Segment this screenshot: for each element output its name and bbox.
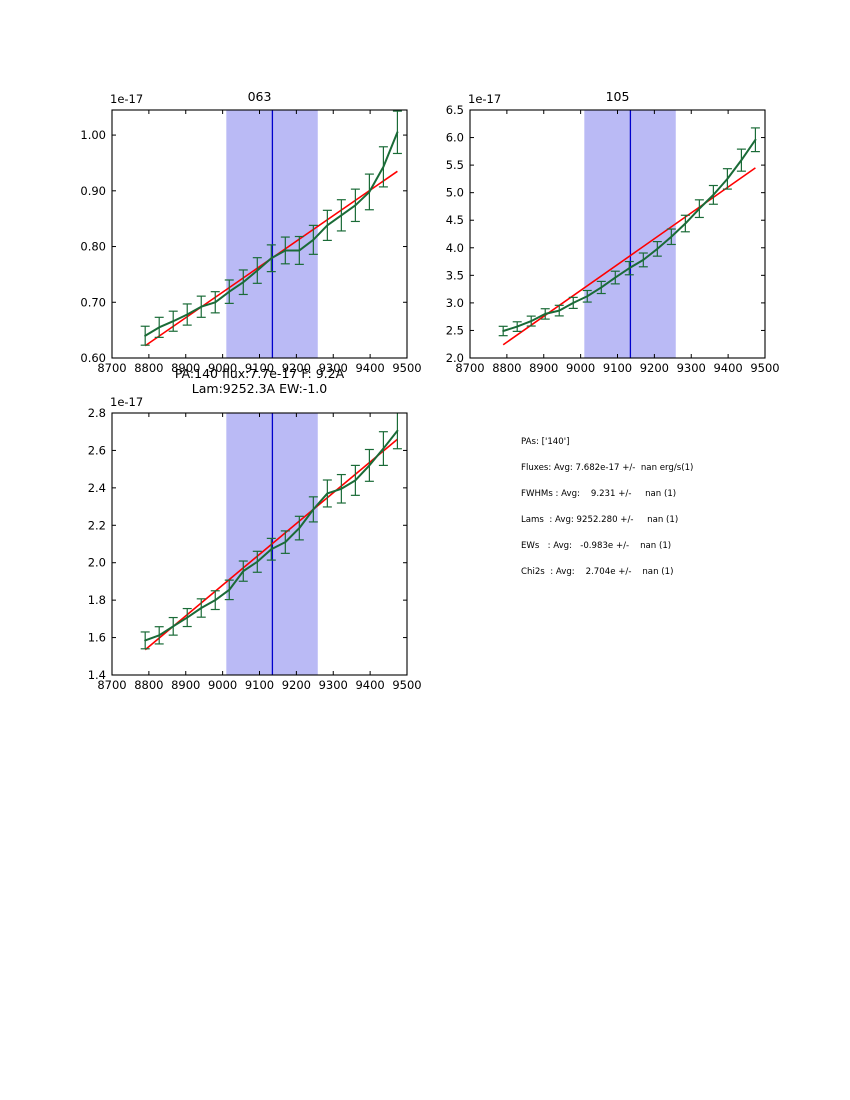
panel-title: 105 [606, 89, 630, 104]
y-tick-label: 1.4 [88, 668, 106, 682]
x-tick-label: 9200 [282, 361, 311, 375]
x-tick-label: 8700 [455, 361, 484, 375]
spectrum-line [144, 131, 399, 337]
figure-supertitle: PA:140 flux:7.7e-17 F: 9.2A Lam:9252.3A E… [112, 366, 407, 396]
y-tick-label: 5.0 [446, 186, 464, 200]
y-tick-label: 3.0 [446, 296, 464, 310]
stats-line-fluxes: Fluxes: Avg: 7.682e-17 +/- nan erg/s(1) [521, 463, 694, 473]
x-tick-label: 8800 [492, 361, 521, 375]
x-tick-label: 9100 [245, 361, 274, 375]
x-tick-label: 9100 [245, 678, 274, 692]
y-tick-label: 2.0 [88, 556, 106, 570]
axis-offset-exponent: 1e-17 [468, 92, 501, 106]
y-tick-label: 2.2 [88, 518, 106, 532]
supertitle-line-1: PA:140 flux:7.7e-17 F: 9.2A [174, 366, 345, 381]
x-axis: 8700 8800 8900 9000 9100 9200 9300 9400 9500 [97, 413, 421, 692]
stats-line-pas: PAs: ['140'] [521, 437, 570, 447]
chart-svg-panel-063: 8700 8800 8900 9000 9100 9200 9300 9400 95000.60… [80, 89, 421, 375]
y-tick-label: 4.0 [446, 241, 464, 255]
y-tick-label: 0.60 [80, 351, 106, 365]
plot-panel-063: 8700 8800 8900 9000 9100 9200 9300 9400 9500 0.60… [66, 76, 421, 384]
y-axis: 2.0 2.5 3.0 3.5 4.0 4.5 5.0 5.5 6.0 6.5 [446, 103, 765, 365]
y-tick-label: 0.90 [80, 184, 106, 198]
y-tick-label: 1.6 [88, 631, 106, 645]
x-tick-label: 8800 [134, 361, 163, 375]
x-tick-label: 9000 [208, 678, 237, 692]
y-tick-label: 1.8 [88, 593, 106, 607]
x-tick-label: 9400 [355, 678, 384, 692]
x-tick-label: 9400 [355, 361, 384, 375]
errorbar-group [140, 413, 402, 650]
y-tick-label: 5.5 [446, 158, 464, 172]
y-tick-label: 6.0 [446, 131, 464, 145]
x-tick-label: 9000 [566, 361, 595, 375]
y-tick-label: 4.5 [446, 213, 464, 227]
x-tick-label: 8700 [97, 361, 126, 375]
chart-svg-panel-sum: 8700 8800 8900 9000 9100 9200 9300 9400 95001.41… [88, 395, 421, 692]
y-tick-label: 2.5 [446, 323, 464, 337]
x-tick-label: 9000 [208, 361, 237, 375]
y-tick-label: 6.5 [446, 103, 464, 117]
x-tick-label: 8900 [529, 361, 558, 375]
x-axis: 8700 8800 8900 9000 9100 9200 9300 9400 9500 [97, 110, 421, 375]
x-tick-label: 8700 [97, 678, 126, 692]
y-axis: 0.60 0.70 0.80 0.90 1.00 [80, 128, 407, 365]
stats-line-ews: EWs : Avg: -0.983e +/- nan (1) [521, 541, 672, 551]
x-tick-label: 9200 [640, 361, 669, 375]
y-tick-label: 2.6 [88, 443, 106, 457]
x-tick-label: 8800 [134, 678, 163, 692]
x-tick-label: 9100 [603, 361, 632, 375]
x-tick-label: 9400 [713, 361, 742, 375]
x-axis: 8700 8800 8900 9000 9100 9200 9300 9400 9500 [455, 110, 779, 375]
chart-svg-panel-105: 8700 8800 8900 9000 9100 9200 9300 9400 95002.02… [446, 89, 779, 375]
y-tick-label: 0.80 [80, 240, 106, 254]
axis-offset-exponent: 1e-17 [110, 395, 143, 409]
stats-line-chi2s: Chi2s : Avg: 2.704e +/- nan (1) [521, 567, 674, 577]
y-tick-label: 2.8 [88, 406, 106, 420]
y-tick-label: 1.00 [80, 128, 106, 142]
stats-line-fwhms: FWHMs : Avg: 9.231 +/- nan (1) [521, 489, 677, 499]
y-tick-label: 3.5 [446, 268, 464, 282]
axis-offset-exponent: 1e-17 [110, 92, 143, 106]
x-tick-label: 9500 [392, 361, 421, 375]
x-tick-label: 9300 [677, 361, 706, 375]
x-tick-label: 9500 [392, 678, 421, 692]
x-tick-label: 9500 [750, 361, 779, 375]
x-tick-label: 9200 [282, 678, 311, 692]
spectrum-line [502, 138, 757, 332]
y-tick-label: 2.4 [88, 481, 106, 495]
x-tick-label: 9300 [319, 361, 348, 375]
x-tick-label: 8900 [171, 361, 200, 375]
plot-panel-105: 8700 8800 8900 9000 9100 9200 9300 9400 9500 2.0 2… [424, 76, 779, 384]
x-tick-label: 9300 [319, 678, 348, 692]
y-axis: 1.4 1.6 1.8 2.0 2.2 2.4 2.6 2.8 [88, 406, 407, 682]
spectrum-line [144, 429, 399, 642]
supertitle-line-2: Lam:9252.3A EW:-1.0 [191, 381, 328, 396]
x-tick-label: 8900 [171, 678, 200, 692]
stats-line-lams: Lams : Avg: 9252.280 +/- nan (1) [521, 515, 679, 525]
plot-panel-summed: 8700 8800 8900 9000 9100 9200 9300 9400 9500 1.4 1… [66, 379, 421, 701]
y-tick-label: 0.70 [80, 295, 106, 309]
panel-title: 063 [248, 89, 272, 104]
y-tick-label: 2.0 [446, 351, 464, 365]
stats-text-block: PAs: ['140'] Fluxes: Avg: 7.682e-17 +/- … [521, 429, 821, 585]
